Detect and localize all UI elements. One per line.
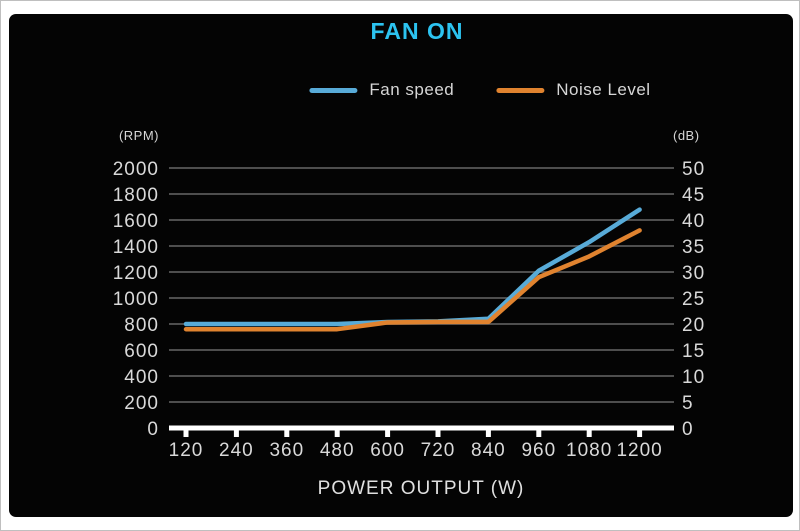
- x-tick-label: 1200: [616, 440, 662, 461]
- y-left-tick-label: 2000: [113, 159, 159, 180]
- y-right-tick-label: 45: [682, 185, 705, 206]
- noise-level-swatch-icon: [496, 87, 545, 93]
- y-right-tick-label: 25: [682, 289, 705, 310]
- y-right-tick-label: 35: [682, 237, 705, 258]
- y-right-tick-label: 50: [682, 159, 705, 180]
- y-left-tick-label: 200: [124, 393, 159, 414]
- chart-panel: FAN ON Fan speed Noise Level (RPM) (dB) …: [9, 14, 793, 517]
- fan-speed-swatch-icon: [309, 87, 358, 93]
- x-tick-label: 840: [471, 440, 506, 461]
- x-tick-label: 720: [421, 440, 456, 461]
- y-left-tick-label: 0: [147, 419, 159, 440]
- x-tick-label: 1080: [566, 440, 612, 461]
- series-line-fan-speed: [183, 207, 642, 327]
- legend-label-fan-speed: Fan speed: [369, 80, 455, 99]
- x-tick-label: 360: [269, 440, 304, 461]
- x-tick-label: 600: [370, 440, 405, 461]
- y-left-tick-label: 1600: [113, 211, 159, 232]
- x-axis-title: POWER OUTPUT (W): [317, 478, 525, 499]
- series-line-noise-level: [183, 228, 642, 332]
- x-tick-label: 480: [320, 440, 355, 461]
- legend-item-noise-level: Noise Level: [496, 80, 650, 100]
- x-tick-label: 960: [521, 440, 556, 461]
- y-left-tick-label: 1200: [113, 263, 159, 284]
- y-left-tick-label: 400: [124, 367, 159, 388]
- y-left-tick-label: 600: [124, 341, 159, 362]
- y-right-tick-label: 20: [682, 315, 705, 336]
- legend-item-fan-speed: Fan speed: [309, 80, 454, 100]
- y-left-tick-label: 800: [124, 315, 159, 336]
- y-right-tick-label: 10: [682, 367, 705, 388]
- y-right-tick-label: 5: [682, 393, 694, 414]
- chart-title: FAN ON: [370, 18, 464, 44]
- y-left-tick-label: 1400: [113, 237, 159, 258]
- left-axis-unit-label: (RPM): [118, 128, 159, 143]
- y-right-tick-label: 40: [682, 211, 705, 232]
- y-left-tick-label: 1000: [113, 289, 159, 310]
- legend-label-noise-level: Noise Level: [556, 80, 651, 99]
- y-right-tick-label: 30: [682, 263, 705, 284]
- y-right-tick-label: 15: [682, 341, 705, 362]
- legend: Fan speed Noise Level: [309, 80, 650, 100]
- x-tick-label: 120: [169, 440, 204, 461]
- chart-svg: 0 200 400 600 800 1000 1200 1400 1600 1800 2000 0 5 1…: [113, 159, 705, 461]
- right-axis-unit-label: (dB): [673, 128, 700, 143]
- y-right-tick-label: 0: [682, 419, 694, 440]
- y-left-tick-label: 1800: [113, 185, 159, 206]
- x-tick-label: 240: [219, 440, 254, 461]
